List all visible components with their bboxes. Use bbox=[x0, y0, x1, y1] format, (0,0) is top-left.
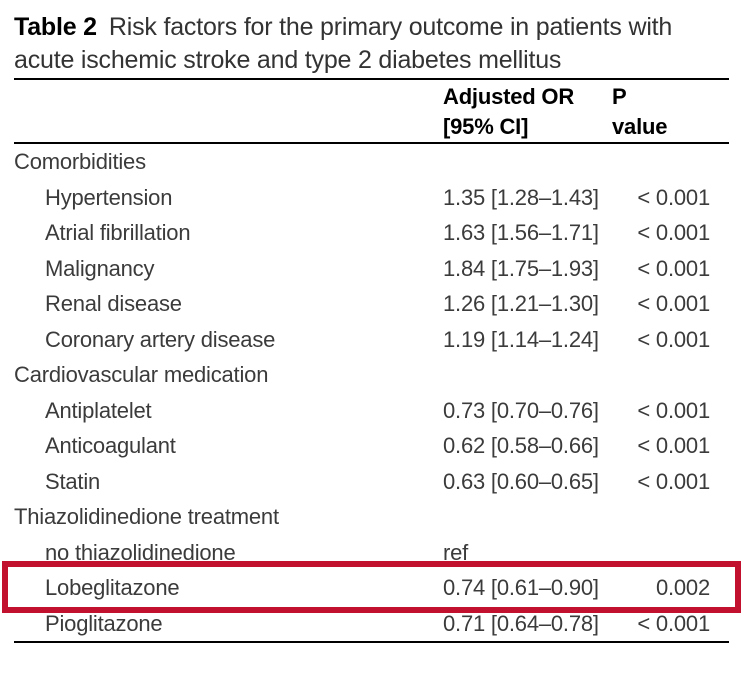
table-title-line1: Risk factors for the primary outcome in … bbox=[108, 13, 673, 41]
row-adjusted-or-value bbox=[440, 499, 612, 535]
table-row: Pioglitazone 0.71 [0.64–0.78] < 0.001 bbox=[0, 606, 743, 642]
row-label: Cardiovascular medication bbox=[14, 362, 269, 387]
row-adjusted-or-value: 0.62 [0.58–0.66] bbox=[443, 433, 599, 458]
row-adjusted-or-value: ref bbox=[443, 539, 469, 565]
table-row-highlighted: Lobeglitazone 0.74 [0.61–0.90] 0.002 bbox=[0, 561, 743, 612]
row-p-value bbox=[612, 535, 743, 571]
header-p-line2: value bbox=[612, 114, 668, 139]
row-label: Thiazolidinedione treatment bbox=[14, 504, 279, 529]
header-adjusted-or: Adjusted OR [95% CI] bbox=[440, 80, 612, 142]
table-row: Statin 0.63 [0.60–0.65] < 0.001 bbox=[0, 464, 743, 500]
row-label: Anticoagulant bbox=[45, 433, 176, 458]
row-p-value: < 0.001 bbox=[637, 468, 710, 494]
table-row: Antiplatelet 0.73 [0.70–0.76] < 0.001 bbox=[0, 393, 743, 429]
row-p-value: < 0.001 bbox=[637, 397, 710, 423]
table-number-label: Table 2 bbox=[14, 13, 97, 41]
row-adjusted-or-value: 1.35 [1.28–1.43] bbox=[443, 184, 599, 210]
row-p-value bbox=[612, 499, 743, 535]
row-p-value: < 0.001 bbox=[637, 433, 710, 458]
table-row: Malignancy 1.84 [1.75–1.93] < 0.001 bbox=[0, 251, 743, 287]
table-title: Table 2 Risk factors for the primary outc… bbox=[0, 0, 743, 77]
table-header-row: Adjusted OR [95% CI] P value bbox=[0, 80, 743, 142]
row-label: no thiazolidinedione bbox=[45, 539, 236, 565]
header-spacer bbox=[0, 80, 440, 82]
table-row: Cardiovascular medication bbox=[0, 357, 743, 393]
row-p-value: < 0.001 bbox=[637, 326, 710, 352]
row-label: Malignancy bbox=[45, 255, 155, 281]
row-adjusted-or-value: 0.71 [0.64–0.78] bbox=[443, 610, 599, 636]
row-adjusted-or-value: 1.26 [1.21–1.30] bbox=[443, 291, 599, 316]
table-row: Atrial fibrillation 1.63 [1.56–1.71] < 0… bbox=[0, 215, 743, 251]
header-p-line1: P bbox=[612, 84, 627, 109]
row-p-value: < 0.001 bbox=[637, 291, 710, 316]
header-rule bbox=[14, 142, 729, 144]
row-label: Comorbidities bbox=[14, 149, 146, 174]
row-label: Atrial fibrillation bbox=[45, 220, 191, 245]
row-label: Renal disease bbox=[45, 291, 182, 316]
table-row: Anticoagulant 0.62 [0.58–0.66] < 0.001 bbox=[0, 428, 743, 464]
header-p-value: P value bbox=[612, 80, 743, 142]
table-body: Comorbidities Hypertension 1.35 [1.28–1.… bbox=[0, 144, 743, 641]
table-row: Hypertension 1.35 [1.28–1.43] < 0.001 bbox=[0, 180, 743, 216]
header-adjusted-or-line2: [95% CI] bbox=[443, 114, 529, 139]
row-p-value bbox=[612, 357, 743, 393]
table-row: Renal disease 1.26 [1.21–1.30] < 0.001 bbox=[0, 286, 743, 322]
header-adjusted-or-line1: Adjusted OR bbox=[443, 84, 575, 109]
row-adjusted-or-value: 1.84 [1.75–1.93] bbox=[443, 255, 599, 281]
row-label: Statin bbox=[45, 468, 101, 494]
row-p-value: 0.002 bbox=[655, 575, 710, 600]
row-label: Antiplatelet bbox=[45, 397, 152, 423]
row-label: Coronary artery disease bbox=[45, 326, 276, 352]
row-adjusted-or-value: 1.63 [1.56–1.71] bbox=[443, 220, 599, 245]
row-adjusted-or-value: 1.19 [1.14–1.24] bbox=[443, 326, 599, 352]
row-label: Pioglitazone bbox=[45, 610, 163, 636]
row-adjusted-or-value bbox=[440, 357, 612, 393]
row-label: Hypertension bbox=[45, 184, 173, 210]
row-p-value: < 0.001 bbox=[637, 184, 710, 210]
row-p-value bbox=[612, 144, 743, 180]
table-title-line2: acute ischemic stroke and type 2 diabete… bbox=[14, 46, 562, 74]
row-adjusted-or-value: 0.73 [0.70–0.76] bbox=[443, 397, 599, 423]
row-adjusted-or-value: 0.63 [0.60–0.65] bbox=[443, 468, 599, 494]
table-row: Thiazolidinedione treatment bbox=[0, 499, 743, 535]
row-adjusted-or-value: 0.74 [0.61–0.90] bbox=[443, 575, 599, 600]
row-p-value: < 0.001 bbox=[637, 220, 710, 245]
row-p-value: < 0.001 bbox=[637, 610, 710, 636]
bottom-rule bbox=[14, 641, 729, 643]
table-row: Coronary artery disease 1.19 [1.14–1.24]… bbox=[0, 322, 743, 358]
top-rule bbox=[14, 78, 729, 80]
table-row: Comorbidities bbox=[0, 144, 743, 180]
row-adjusted-or-value bbox=[440, 144, 612, 180]
row-label: Lobeglitazone bbox=[45, 575, 180, 600]
table-row: no thiazolidinedione ref bbox=[0, 535, 743, 571]
row-p-value: < 0.001 bbox=[637, 255, 710, 281]
